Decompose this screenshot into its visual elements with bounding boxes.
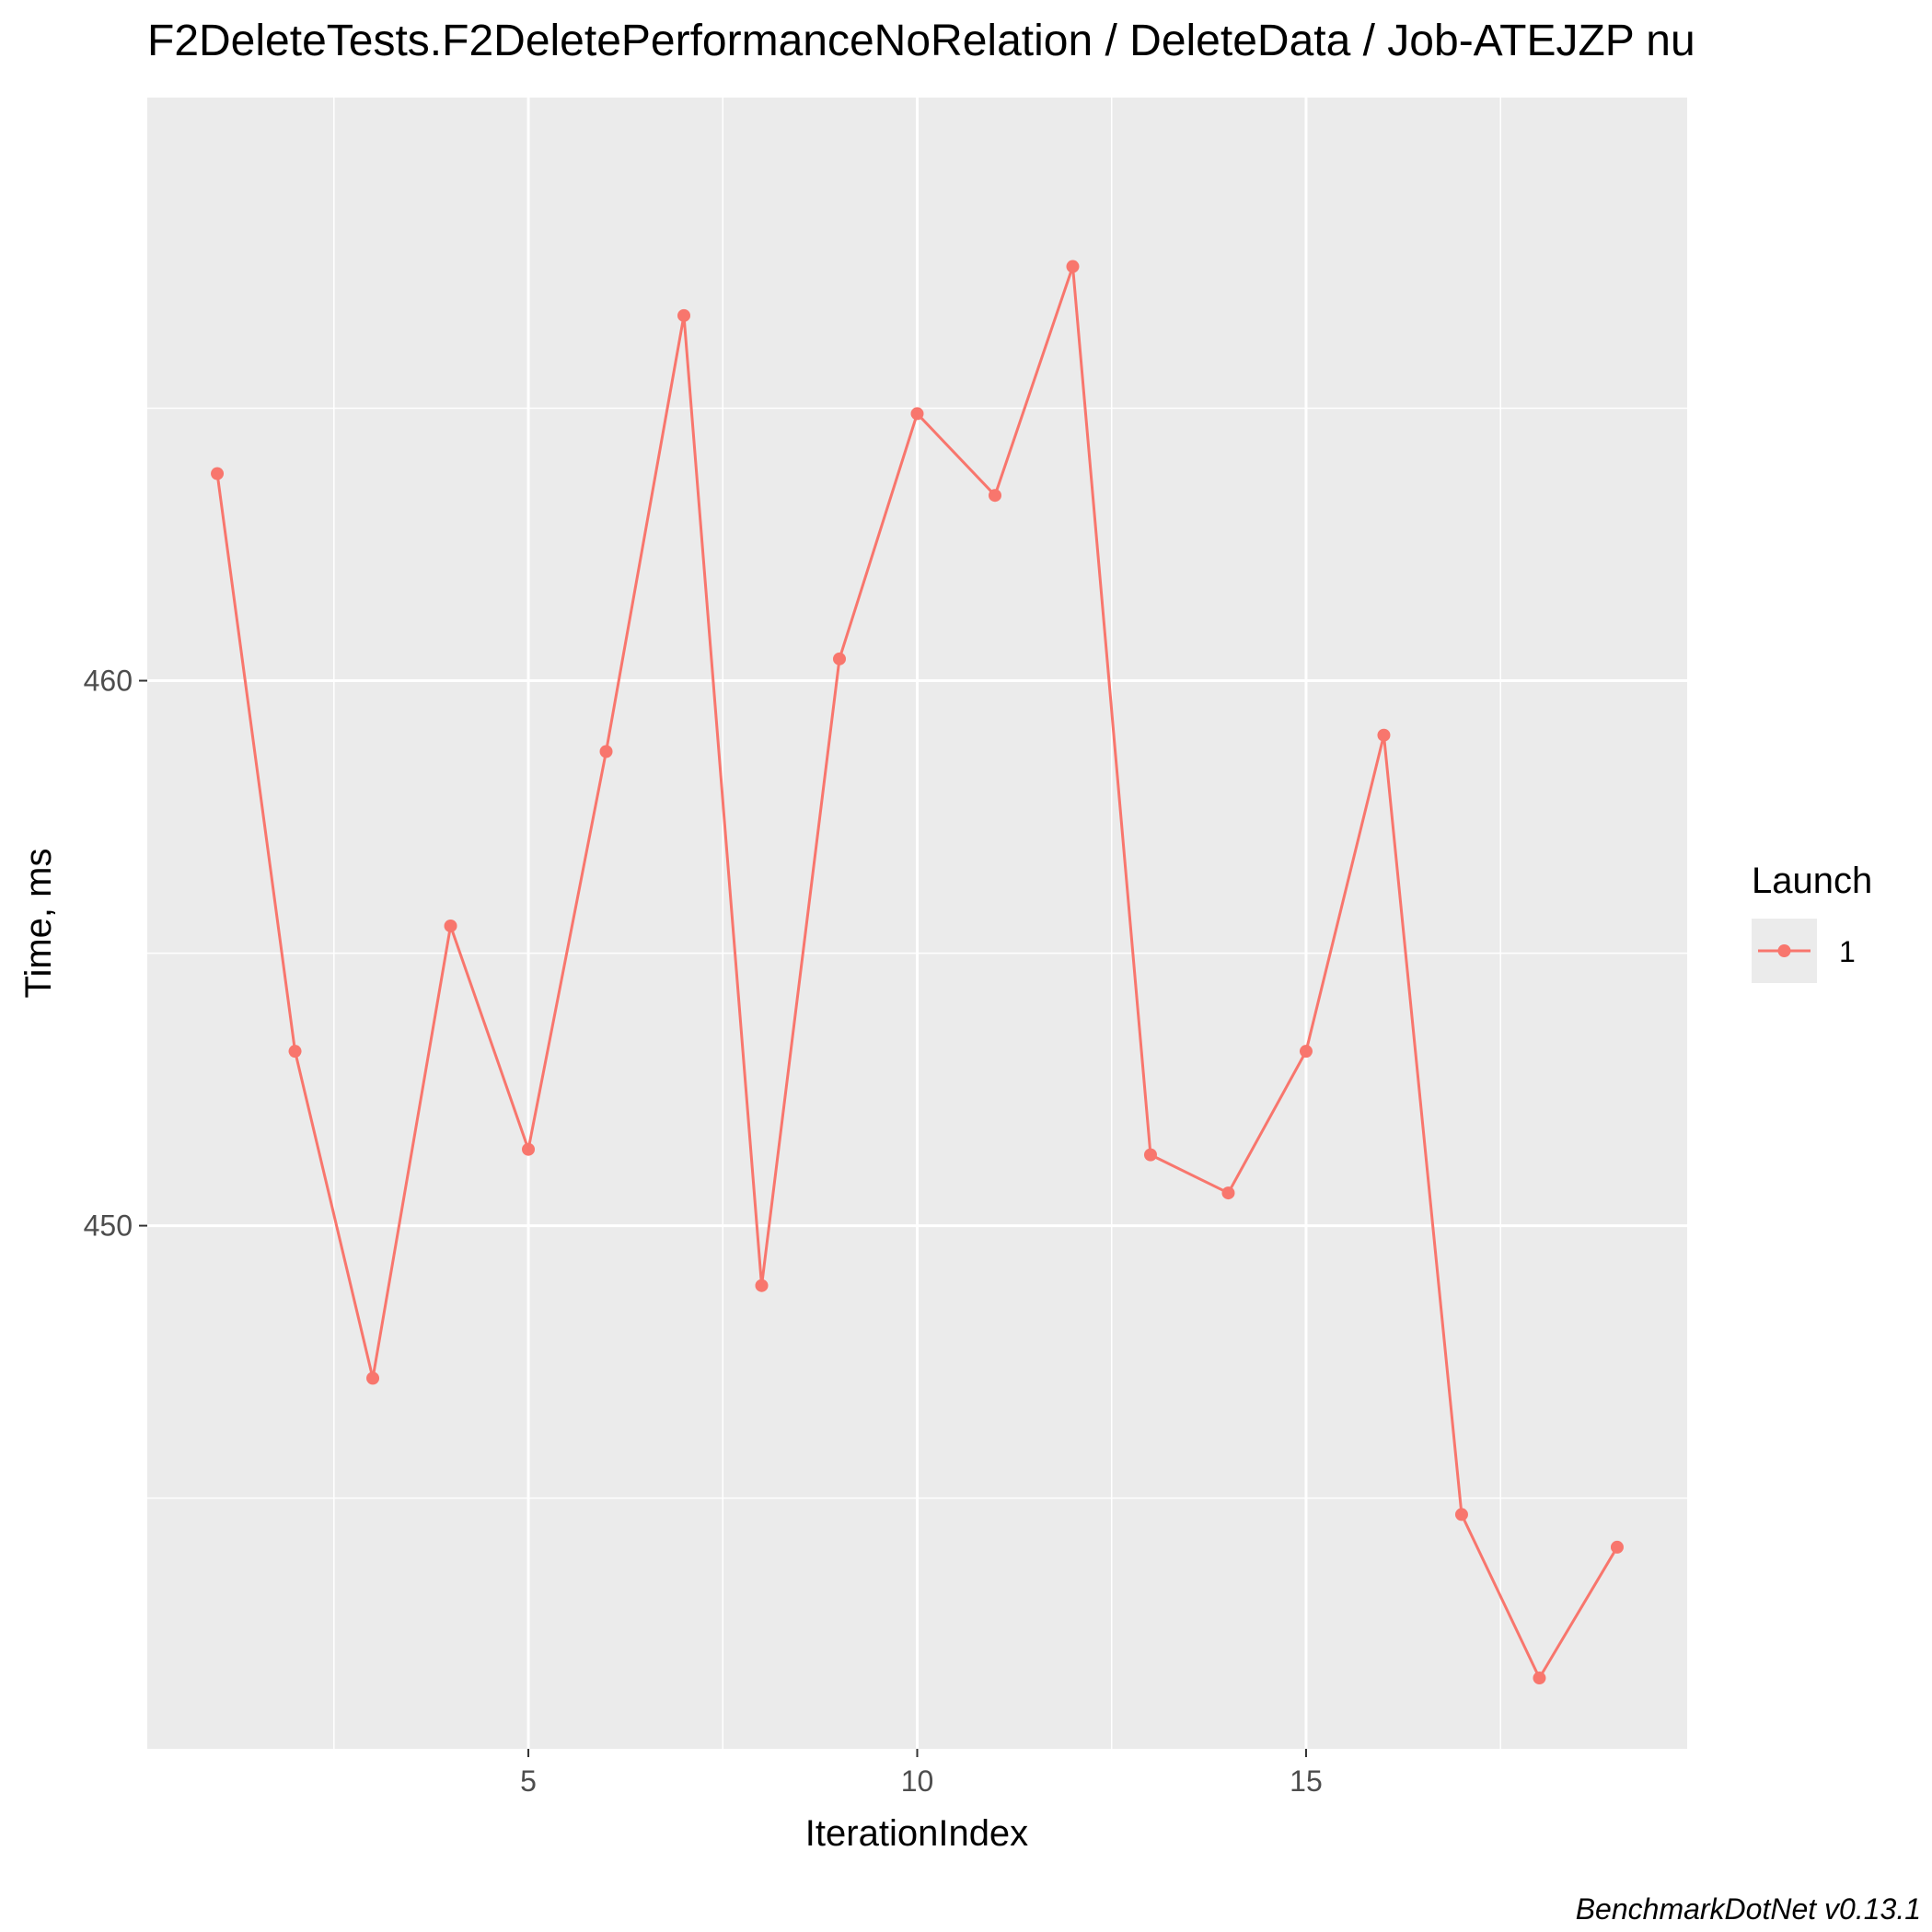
data-point xyxy=(677,308,691,322)
data-point xyxy=(1066,260,1080,273)
data-point xyxy=(444,919,457,932)
data-point xyxy=(522,1142,536,1156)
data-point xyxy=(1454,1508,1468,1521)
data-point xyxy=(1221,1186,1235,1200)
data-point xyxy=(288,1045,302,1059)
x-tick-label: 10 xyxy=(901,1764,934,1798)
legend-title: Launch xyxy=(1752,861,1872,901)
data-point xyxy=(599,745,613,758)
axis-ticks xyxy=(139,679,1307,1757)
major-gridlines xyxy=(147,98,1687,1749)
legend: Launch 1 xyxy=(1752,861,1872,983)
x-tick-label: 5 xyxy=(520,1764,537,1798)
y-tick-label: 450 xyxy=(84,1209,133,1243)
data-point xyxy=(366,1371,380,1385)
tick-labels: 5 10 15 450 460 xyxy=(84,665,1323,1798)
data-point xyxy=(1299,1045,1313,1059)
data-point xyxy=(1610,1540,1624,1554)
data-point xyxy=(1533,1672,1546,1685)
data-point xyxy=(1377,728,1391,742)
legend-label: 1 xyxy=(1839,935,1856,968)
data-point xyxy=(211,467,225,480)
data-point xyxy=(833,652,847,665)
data-point xyxy=(910,407,924,421)
data-point xyxy=(755,1278,769,1292)
data-point xyxy=(988,489,1001,503)
legend-key-point xyxy=(1777,944,1791,957)
caption: BenchmarkDotNet v0.13.1 xyxy=(1576,1892,1921,1926)
series-layer xyxy=(211,260,1624,1685)
x-axis-title: IterationIndex xyxy=(805,1813,1028,1854)
chart-title: F2DeleteTests.F2DeletePerformanceNoRelat… xyxy=(147,17,1695,65)
y-tick-label: 460 xyxy=(84,665,133,698)
x-tick-label: 15 xyxy=(1290,1764,1323,1798)
y-axis-title: Time, ms xyxy=(18,849,59,999)
data-point xyxy=(1143,1148,1157,1162)
